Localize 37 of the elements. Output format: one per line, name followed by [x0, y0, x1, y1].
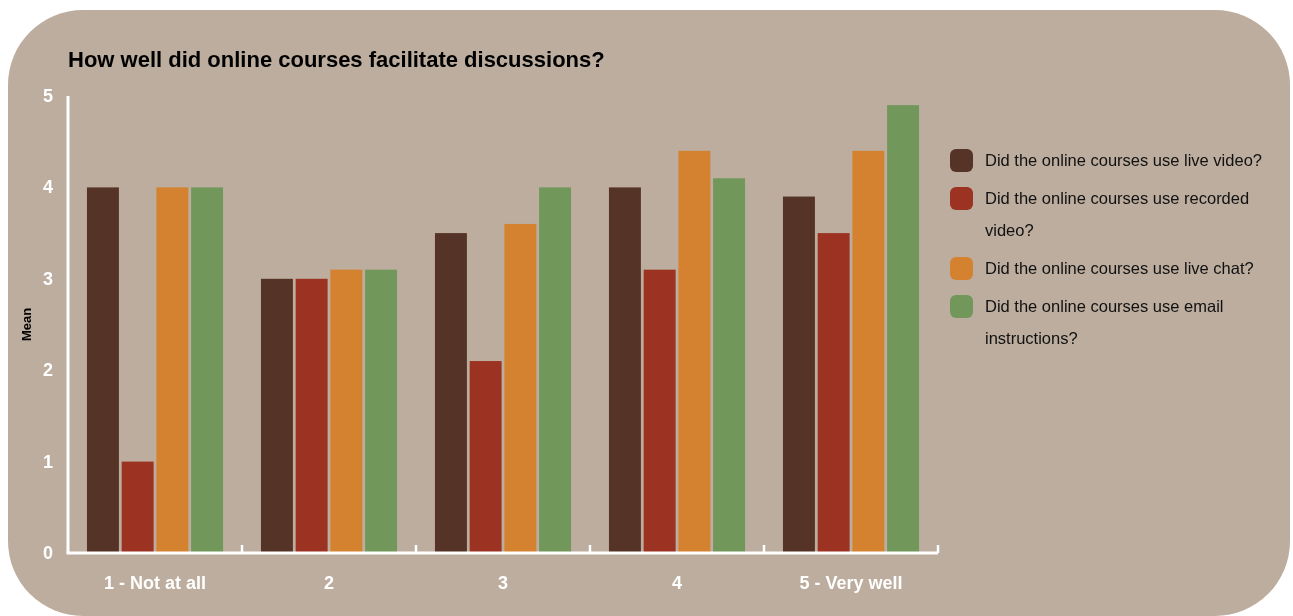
y-tick-label: 0: [42, 543, 54, 563]
bar: [817, 233, 850, 553]
bar: [469, 361, 502, 553]
x-tick-label: 3: [497, 573, 509, 593]
y-axis-title: Mean: [18, 307, 34, 342]
bar: [121, 461, 154, 553]
legend-label: Did the online courses use email instructions?: [985, 297, 1224, 347]
bar: [713, 178, 746, 553]
bar: [608, 187, 641, 553]
bar: [852, 150, 885, 553]
bar: [678, 150, 711, 553]
bar: [156, 187, 189, 553]
legend-label: Did the online courses use live chat?: [985, 259, 1254, 277]
bar: [260, 278, 293, 553]
bar: [782, 196, 815, 553]
legend-label: Did the online courses use live video?: [985, 151, 1262, 169]
x-tick-label: 5 - Very well: [799, 573, 903, 593]
bar: [330, 269, 363, 553]
y-tick-label: 3: [42, 268, 54, 289]
chart-title: How well did online courses facilitate discussions?: [68, 47, 605, 72]
y-tick-label: 4: [42, 177, 54, 198]
y-tick-label: 2: [42, 360, 54, 381]
bar: [539, 187, 572, 553]
bar: [295, 278, 328, 553]
bar: [504, 223, 537, 553]
bar: [887, 105, 920, 553]
bar: [434, 233, 467, 553]
bar: [191, 187, 224, 553]
bar: [86, 187, 119, 553]
bar: [365, 269, 398, 553]
bar: [643, 269, 676, 553]
x-tick-label: 1 - Not at all: [103, 573, 207, 593]
x-tick-label: 2: [323, 573, 335, 593]
legend-label: Did the online courses use recorded video?: [985, 189, 1250, 239]
x-tick-label: 4: [671, 573, 683, 593]
y-tick-label: 1: [42, 451, 54, 472]
y-tick-label: 5: [42, 86, 54, 106]
